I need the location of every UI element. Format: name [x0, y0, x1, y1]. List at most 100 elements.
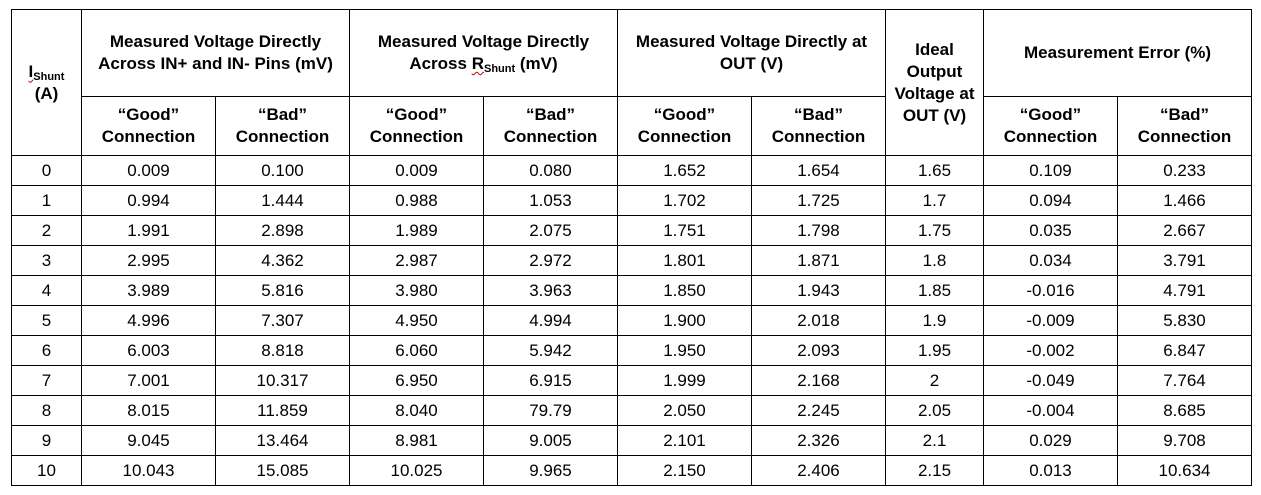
table-row: 2 1.991 2.898 1.989 2.075 1.751 1.798 1.75 0.035… — [11, 215, 1252, 246]
table-cell: 9.005 — [483, 425, 618, 456]
table-cell: 6.003 — [81, 335, 216, 366]
table-cell: 0 — [11, 155, 82, 186]
table-cell: 7.764 — [1117, 365, 1252, 396]
table-cell: 1.943 — [751, 275, 886, 306]
table-cell: 2.150 — [617, 455, 752, 486]
error-header: Measurement Error (%) — [983, 9, 1252, 97]
table-cell: -0.016 — [983, 275, 1118, 306]
table-cell: 1.900 — [617, 305, 752, 336]
table-cell: 2.995 — [81, 245, 216, 276]
table-cell: 0.035 — [983, 215, 1118, 246]
table-cell: 2.093 — [751, 335, 886, 366]
table-body: 0 0.009 0.100 0.009 0.080 1.652 1.654 1.65 0.109… — [11, 155, 1252, 486]
table-cell: 6.060 — [349, 335, 484, 366]
measurement-table: IShunt (A) Measured Voltage Directly Acr… — [11, 9, 1252, 486]
table-cell: 0.109 — [983, 155, 1118, 186]
table-cell: 2.987 — [349, 245, 484, 276]
table-cell: 2.972 — [483, 245, 618, 276]
table-cell: 0.009 — [349, 155, 484, 186]
table-cell: 4.996 — [81, 305, 216, 336]
good-connection-header: “Good” Connection — [983, 96, 1118, 156]
table-cell: 2.326 — [751, 425, 886, 456]
table-row: 3 2.995 4.362 2.987 2.972 1.801 1.871 1.8 0.034 3… — [11, 245, 1252, 276]
table-cell: 4.994 — [483, 305, 618, 336]
table-row: 1 0.994 1.444 0.988 1.053 1.702 1.725 1.7 0.094 1… — [11, 185, 1252, 216]
table-cell: 0.034 — [983, 245, 1118, 276]
table-cell: 0.009 — [81, 155, 216, 186]
table-cell: 3.963 — [483, 275, 618, 306]
table-cell: 2.898 — [215, 215, 350, 246]
table-cell: 9.965 — [483, 455, 618, 486]
ishunt-header: IShunt (A) — [11, 9, 82, 156]
table-cell: 1.65 — [885, 155, 984, 186]
table-cell: 1.950 — [617, 335, 752, 366]
table-cell: 10.317 — [215, 365, 350, 396]
table-cell: 5.830 — [1117, 305, 1252, 336]
table-cell: 0.994 — [81, 185, 216, 216]
header-row-top: IShunt (A) Measured Voltage Directly Acr… — [11, 9, 1252, 156]
table-cell: 1.798 — [751, 215, 886, 246]
table-row: 7 7.001 10.317 6.950 6.915 1.999 2.168 2 -0.049 7… — [11, 365, 1252, 396]
table-cell: 2.05 — [885, 395, 984, 426]
table-cell: 1.652 — [617, 155, 752, 186]
bad-connection-header: “Bad” Connection — [1117, 96, 1252, 156]
ideal-header: Ideal Output Voltage at OUT (V) — [885, 9, 984, 156]
table-cell: 2.168 — [751, 365, 886, 396]
table-cell: 6.950 — [349, 365, 484, 396]
table-cell: 1.654 — [751, 155, 886, 186]
table-cell: 2.018 — [751, 305, 886, 336]
table-cell: 0.988 — [349, 185, 484, 216]
table-cell: 10 — [11, 455, 82, 486]
table-cell: 2.406 — [751, 455, 886, 486]
table-cell: 8.015 — [81, 395, 216, 426]
table-cell: 1.999 — [617, 365, 752, 396]
table-cell: 1.725 — [751, 185, 886, 216]
table-cell: 0.094 — [983, 185, 1118, 216]
table-cell: 4.791 — [1117, 275, 1252, 306]
table-cell: 1.95 — [885, 335, 984, 366]
table-cell: 3.980 — [349, 275, 484, 306]
in-pins-header: Measured Voltage Directly Across IN+ and… — [81, 9, 350, 97]
table-cell: 3 — [11, 245, 82, 276]
out-header: Measured Voltage Directly at OUT (V) — [617, 9, 886, 97]
table-cell: 6.847 — [1117, 335, 1252, 366]
table-cell: 6 — [11, 335, 82, 366]
table-cell: 0.080 — [483, 155, 618, 186]
table-cell: 4.950 — [349, 305, 484, 336]
table-cell: 15.085 — [215, 455, 350, 486]
bad-connection-header: “Bad” Connection — [483, 96, 618, 156]
table-cell: -0.009 — [983, 305, 1118, 336]
good-connection-header: “Good” Connection — [617, 96, 752, 156]
table-cell: 4 — [11, 275, 82, 306]
table-cell: 0.233 — [1117, 155, 1252, 186]
table-row: 9 9.045 13.464 8.981 9.005 2.101 2.326 2.1 0.029… — [11, 425, 1252, 456]
table-cell: 2.050 — [617, 395, 752, 426]
table-cell: 5.942 — [483, 335, 618, 366]
table-cell: 2 — [885, 365, 984, 396]
header-row-sub: “Good” Connection “Bad” Connection “Good” C… — [12, 96, 1252, 156]
good-connection-header: “Good” Connection — [81, 96, 216, 156]
table-cell: 1.751 — [617, 215, 752, 246]
bad-connection-header: “Bad” Connection — [215, 96, 350, 156]
table-cell: 5 — [11, 305, 82, 336]
table-row: 8 8.015 11.859 8.040 79.79 2.050 2.245 2.05 -0.0… — [11, 395, 1252, 426]
table-cell: 1.053 — [483, 185, 618, 216]
table-cell: 1.8 — [885, 245, 984, 276]
table-cell: 3.989 — [81, 275, 216, 306]
table-cell: 2.667 — [1117, 215, 1252, 246]
table-cell: 8.981 — [349, 425, 484, 456]
table-cell: 1.850 — [617, 275, 752, 306]
table-cell: 7 — [11, 365, 82, 396]
table-cell: -0.002 — [983, 335, 1118, 366]
table-cell: 4.362 — [215, 245, 350, 276]
table-cell: 1.9 — [885, 305, 984, 336]
table-cell: 3.791 — [1117, 245, 1252, 276]
table-cell: 8.818 — [215, 335, 350, 366]
table-cell: 0.100 — [215, 155, 350, 186]
table-cell: 10.043 — [81, 455, 216, 486]
table-cell: 11.859 — [215, 395, 350, 426]
table-cell: 8 — [11, 395, 82, 426]
table-cell: 1.7 — [885, 185, 984, 216]
table-row: 10 10.043 15.085 10.025 9.965 2.150 2.406 2.15 0… — [11, 455, 1252, 486]
table-cell: 1.75 — [885, 215, 984, 246]
